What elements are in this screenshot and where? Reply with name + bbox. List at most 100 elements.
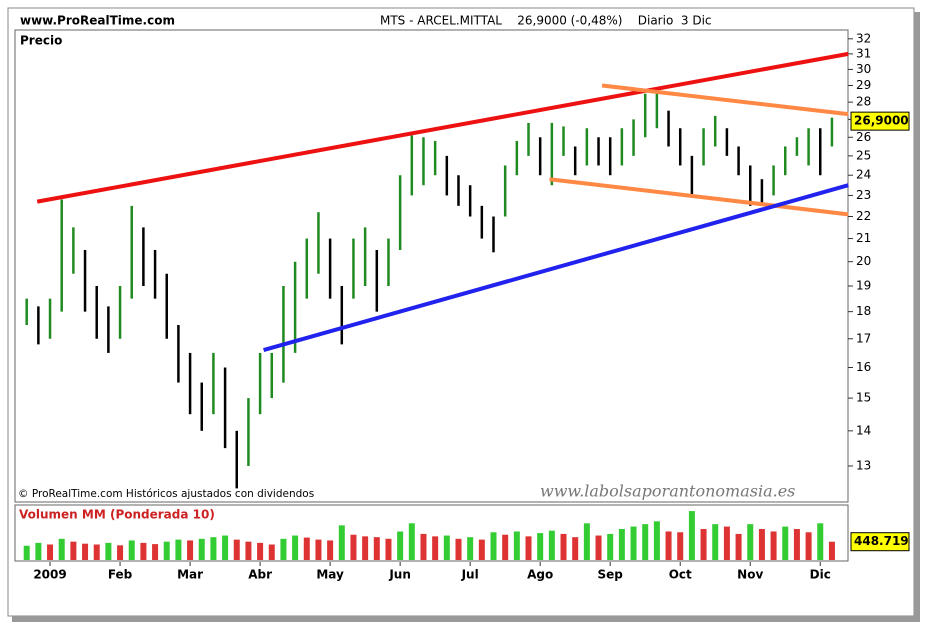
volume-bar xyxy=(537,533,544,560)
volume-bar xyxy=(292,535,299,560)
volume-bar xyxy=(478,539,485,560)
x-tick-label: May xyxy=(316,568,344,582)
volume-bar xyxy=(793,529,800,560)
y-tick-label: 15 xyxy=(856,391,871,405)
x-tick-label: 2009 xyxy=(33,568,66,582)
volume-bar xyxy=(618,529,625,560)
volume-bar xyxy=(303,537,310,560)
volume-bar xyxy=(443,535,450,560)
volume-bar xyxy=(268,544,275,560)
trend-line xyxy=(549,177,849,217)
volume-bar xyxy=(677,532,684,560)
last-price-box xyxy=(850,111,910,131)
volume-bar xyxy=(583,523,590,560)
volume-bar xyxy=(560,533,567,560)
y-tick-label: 13 xyxy=(856,458,871,472)
y-tick-label: 20 xyxy=(856,254,871,268)
volume-bar xyxy=(362,536,369,560)
volume-bar xyxy=(420,533,427,560)
y-tick-label: 31 xyxy=(856,46,871,60)
x-tick-label: Dic xyxy=(810,568,831,582)
x-tick-label: Sep xyxy=(598,568,624,582)
x-tick-label: Abr xyxy=(248,568,272,582)
volume-bar xyxy=(373,537,380,560)
volume-bar xyxy=(455,538,462,560)
volume-title: Volumen MM (Ponderada 10) xyxy=(19,508,215,522)
volume-bar xyxy=(723,526,730,560)
volume-bar xyxy=(735,533,742,560)
y-tick-label: 19 xyxy=(856,279,871,293)
volume-bar xyxy=(117,545,124,560)
volume-bar xyxy=(82,543,89,560)
header-title: MTS - ARCEL.MITTAL 26,9000 (-0,48%) Diar… xyxy=(380,14,712,28)
volume-bar xyxy=(782,526,789,560)
volume-bar xyxy=(548,530,555,560)
volume-bar xyxy=(758,529,765,560)
volume-bar xyxy=(152,544,159,560)
site: www.ProRealTime.com xyxy=(20,14,175,28)
volume-bar xyxy=(233,539,240,560)
volume-bar xyxy=(105,542,112,560)
watermark: www.labolsaporantonomasia.es xyxy=(540,482,795,501)
volume-bar xyxy=(23,545,30,560)
last-volume-box xyxy=(850,532,910,552)
y-tick-label: 29 xyxy=(856,78,871,92)
x-tick-label: Mar xyxy=(177,568,203,582)
volume-bar xyxy=(58,538,65,560)
volume-bar xyxy=(198,538,205,560)
volume-bar xyxy=(688,511,695,560)
y-tick-label: 24 xyxy=(856,168,871,182)
volume-bar xyxy=(245,541,252,560)
volume-bar xyxy=(315,539,322,560)
volume-bar xyxy=(653,521,660,560)
volume-bar xyxy=(397,531,404,560)
volume-bar xyxy=(770,531,777,560)
volume-bar xyxy=(327,540,334,560)
volume-bar xyxy=(35,542,42,560)
y-tick-label: 23 xyxy=(856,188,871,202)
x-tick-label: Oct xyxy=(669,568,692,582)
volume-bar xyxy=(350,534,357,560)
volume-bar xyxy=(70,541,77,560)
volume-bar xyxy=(595,535,602,560)
volume-bar xyxy=(712,524,719,560)
volume-bar xyxy=(630,526,637,560)
marks: 1314151617181920212223242526272829303132… xyxy=(23,31,910,582)
last-volume-label: 448.719 xyxy=(854,534,909,548)
volume-bar xyxy=(665,531,672,560)
volume-bar xyxy=(642,524,649,560)
y-tick-label: 26 xyxy=(856,130,871,144)
y-tick-label: 32 xyxy=(856,31,871,45)
x-tick-label: Nov xyxy=(737,568,763,582)
y-tick-label: 28 xyxy=(856,95,871,109)
volume-bar xyxy=(805,532,812,560)
footnote: © ProRealTime.com Históricos ajustados c… xyxy=(18,488,314,500)
volume-bar xyxy=(175,539,182,560)
shadow xyxy=(12,616,920,622)
volume-bar xyxy=(222,535,229,560)
volume-bar xyxy=(513,531,520,560)
volume-bar xyxy=(338,525,345,560)
volume-bar xyxy=(572,537,579,560)
volume-bar xyxy=(128,540,135,560)
volume-bar xyxy=(257,542,264,560)
chart-title: Precio xyxy=(20,34,62,48)
volume-bar xyxy=(467,537,474,560)
volume-bar xyxy=(490,532,497,560)
y-tick-label: 22 xyxy=(856,209,871,223)
volume-bar xyxy=(747,524,754,560)
volume-bar xyxy=(525,536,532,560)
shadow xyxy=(914,12,920,620)
volume-bar xyxy=(93,544,100,560)
y-tick-label: 21 xyxy=(856,231,871,245)
volume-bar xyxy=(502,534,509,560)
volume-bar xyxy=(408,523,415,560)
volume-bar xyxy=(187,540,194,560)
last-price-label: 26,9000 xyxy=(854,114,909,128)
x-tick-label: Jul xyxy=(461,568,479,582)
x-tick-label: Ago xyxy=(527,568,553,582)
y-tick-label: 16 xyxy=(856,360,871,374)
x-tick-label: Feb xyxy=(108,568,133,582)
